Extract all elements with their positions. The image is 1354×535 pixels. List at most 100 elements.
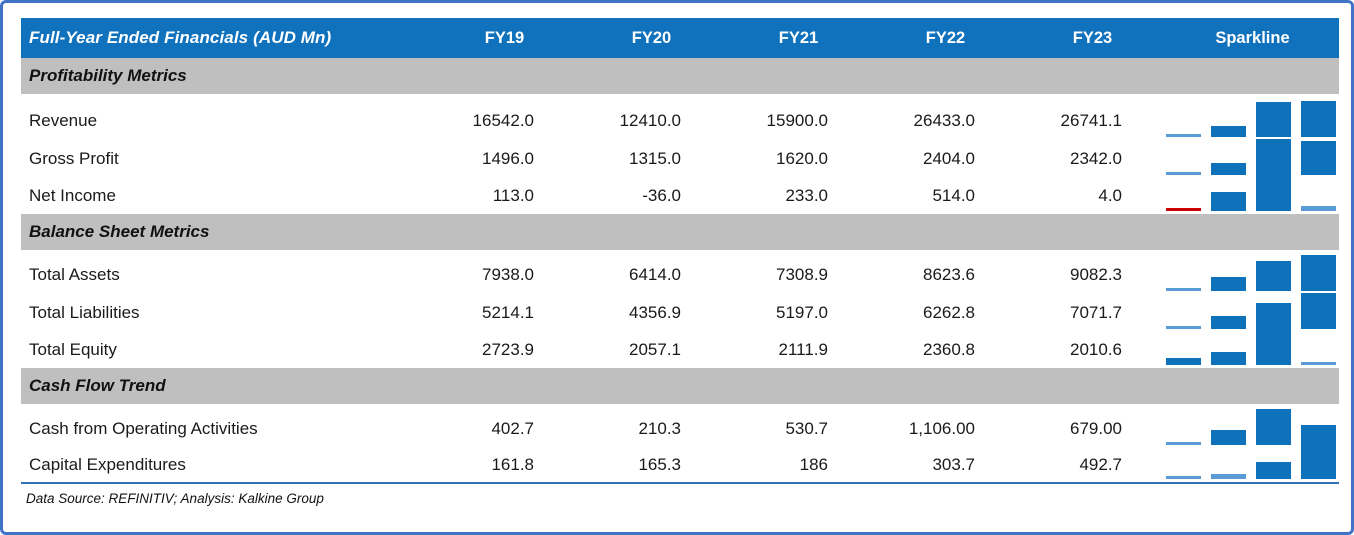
- sparkline-bar: [1211, 192, 1246, 211]
- section-header-cash-flow: Cash Flow Trend: [21, 368, 1339, 404]
- section-title: Balance Sheet Metrics: [29, 222, 210, 241]
- row-label: Revenue: [29, 111, 98, 130]
- value-cell: 7938.0: [482, 265, 534, 284]
- sparkline-bar: [1211, 474, 1246, 479]
- value-cell: 2342.0: [1070, 149, 1122, 168]
- sparkline-bar: [1166, 288, 1201, 291]
- value-cell: 8623.6: [923, 265, 975, 284]
- column-header-fy23: FY23: [1072, 28, 1113, 47]
- financial-table: Full-Year Ended Financials (AUD Mn) FY19…: [21, 18, 1339, 506]
- table-title: Full-Year Ended Financials (AUD Mn): [29, 28, 332, 47]
- sparkline-bar: [1256, 462, 1291, 479]
- sparkline-bar: [1256, 175, 1291, 211]
- sparkline-bar: [1166, 476, 1201, 479]
- value-cell: 26741.1: [1060, 111, 1122, 130]
- table-header: Full-Year Ended Financials (AUD Mn) FY19…: [21, 18, 1339, 58]
- column-header-sparkline: Sparkline: [1215, 28, 1290, 47]
- value-cell: 7308.9: [776, 265, 828, 284]
- sparkline-chart: [1166, 409, 1339, 448]
- table-row-total-assets: Total Assets 7938.0 6414.0 7308.9 8623.6…: [21, 255, 1339, 294]
- value-cell: 15900.0: [766, 111, 828, 130]
- sparkline-bar: [1301, 425, 1336, 445]
- value-cell: 161.8: [491, 455, 534, 474]
- sparkline-bar: [1301, 206, 1336, 211]
- sparkline-chart: [1166, 329, 1339, 368]
- sparkline-bar: [1166, 134, 1201, 137]
- value-cell: -36.0: [642, 186, 681, 205]
- value-cell: 6414.0: [629, 265, 681, 284]
- value-cell: 2057.1: [629, 340, 681, 359]
- value-cell: 2010.6: [1070, 340, 1122, 359]
- row-label: Total Liabilities: [29, 303, 140, 322]
- value-cell: 2723.9: [482, 340, 534, 359]
- value-cell: 5214.1: [482, 303, 534, 322]
- sparkline-bar: [1301, 255, 1336, 291]
- row-label: Net Income: [29, 186, 116, 205]
- column-header-fy20: FY20: [631, 28, 672, 47]
- value-cell: 2360.8: [923, 340, 975, 359]
- sparkline-chart: [1166, 293, 1339, 332]
- value-cell: 165.3: [638, 455, 681, 474]
- sparkline-bar: [1256, 303, 1291, 329]
- row-label: Total Assets: [29, 265, 120, 284]
- sparkline-bar: [1211, 352, 1246, 365]
- sparkline-bar: [1211, 277, 1246, 291]
- sparkline-bar: [1166, 442, 1201, 445]
- sparkline-bar: [1301, 293, 1336, 329]
- value-cell: 6262.8: [923, 303, 975, 322]
- value-cell: 2404.0: [923, 149, 975, 168]
- sparkline-bar: [1166, 208, 1201, 211]
- sparkline-bar: [1301, 141, 1336, 175]
- sparkline-chart: [1166, 139, 1339, 178]
- value-cell: 4.0: [1098, 186, 1122, 205]
- sparkline-bar: [1211, 430, 1246, 445]
- value-cell: 113.0: [492, 186, 534, 205]
- table-row-total-equity: Total Equity 2723.9 2057.1 2111.9 2360.8…: [21, 329, 1339, 368]
- value-cell: 186: [799, 455, 828, 474]
- value-cell: 402.7: [491, 419, 534, 438]
- row-label: Cash from Operating Activities: [29, 419, 258, 438]
- value-cell: 26433.0: [913, 111, 975, 130]
- value-cell: 16542.0: [472, 111, 534, 130]
- sparkline-chart: [1166, 101, 1339, 140]
- value-cell: 7071.7: [1070, 303, 1122, 322]
- data-source-note: Data Source: REFINITIV; Analysis: Kalkin…: [26, 491, 324, 506]
- sparkline-bar: [1256, 102, 1291, 137]
- sparkline-chart: [1166, 175, 1339, 214]
- value-cell: 233.0: [785, 186, 828, 205]
- section-header-profitability: Profitability Metrics: [21, 58, 1339, 94]
- table-row-revenue: Revenue 16542.0 12410.0 15900.0 26433.0 …: [21, 101, 1339, 140]
- value-cell: 303.7: [932, 455, 975, 474]
- sparkline-bar: [1301, 362, 1336, 365]
- value-cell: 1,106.00: [908, 419, 975, 438]
- sparkline-bar: [1301, 101, 1336, 137]
- sparkline-bar: [1166, 358, 1201, 365]
- section-title: Profitability Metrics: [29, 66, 187, 85]
- column-header-fy19: FY19: [484, 28, 525, 47]
- value-cell: 679.00: [1070, 419, 1122, 438]
- sparkline-bar: [1211, 316, 1246, 329]
- value-cell: 210.3: [638, 419, 681, 438]
- value-cell: 1620.0: [776, 149, 828, 168]
- row-label: Capital Expenditures: [29, 455, 186, 474]
- value-cell: 492.7: [1079, 455, 1122, 474]
- value-cell: 1315.0: [629, 149, 681, 168]
- column-header-fy22: FY22: [925, 28, 966, 47]
- section-title: Cash Flow Trend: [29, 376, 166, 395]
- table-row-gross-profit: Gross Profit 1496.0 1315.0 1620.0 2404.0…: [21, 139, 1339, 178]
- sparkline-chart: [1166, 443, 1339, 482]
- sparkline-bar: [1211, 163, 1246, 175]
- value-cell: 5197.0: [776, 303, 828, 322]
- row-label: Total Equity: [29, 340, 117, 359]
- sparkline-bar: [1256, 139, 1291, 175]
- value-cell: 530.7: [785, 419, 828, 438]
- sparkline-bar: [1256, 261, 1291, 291]
- column-header-fy21: FY21: [778, 28, 819, 47]
- value-cell: 514.0: [932, 186, 975, 205]
- table-row-capital-expenditures: Capital Expenditures 161.8 165.3 186 303…: [21, 443, 1339, 482]
- value-cell: 4356.9: [629, 303, 681, 322]
- value-cell: 2111.9: [778, 340, 828, 359]
- table-row-total-liabilities: Total Liabilities 5214.1 4356.9 5197.0 6…: [21, 293, 1339, 332]
- sparkline-chart: [1166, 255, 1339, 294]
- sparkline-bar: [1211, 126, 1246, 137]
